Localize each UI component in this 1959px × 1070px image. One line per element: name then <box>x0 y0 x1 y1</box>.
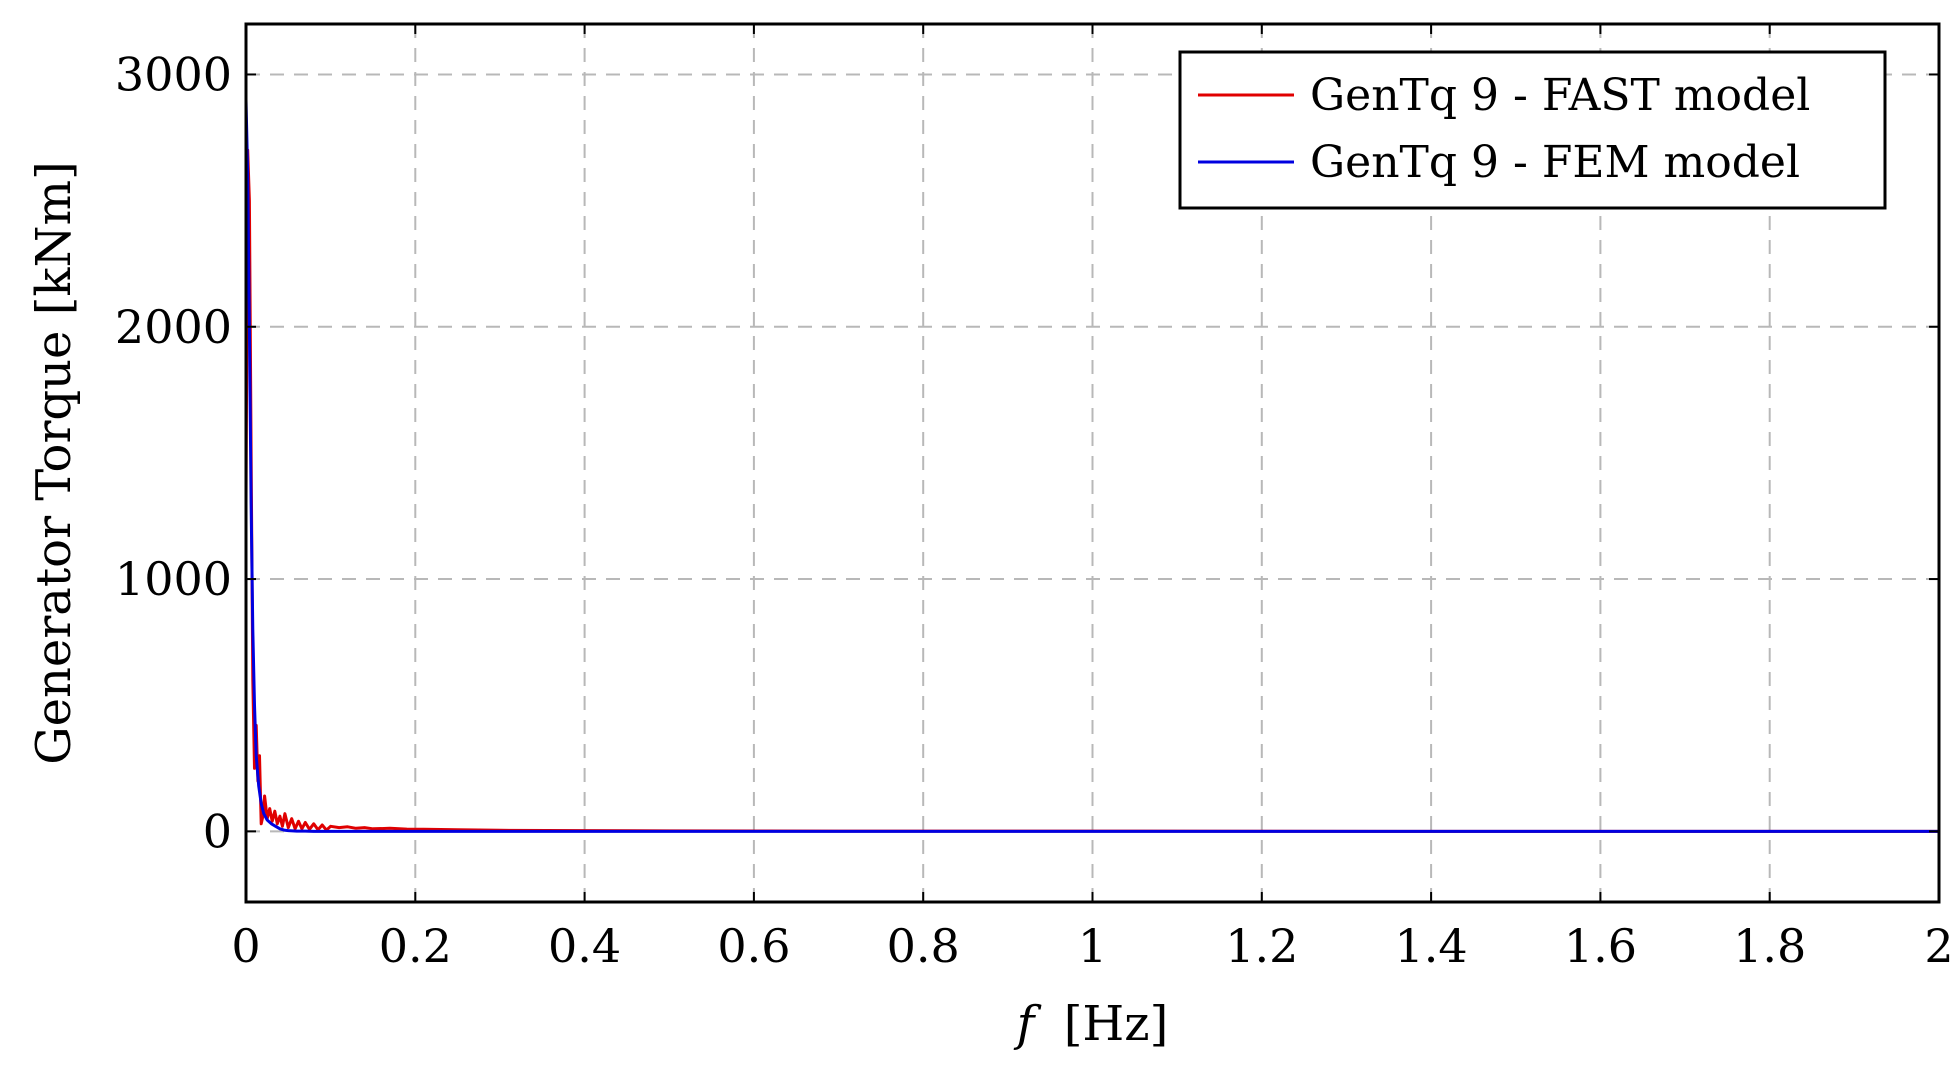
series-layer <box>244 99 1939 833</box>
x-tick-label: 1.2 <box>1225 919 1298 973</box>
series-line-fem <box>244 99 1939 833</box>
y-tick-label: 1000 <box>115 552 232 606</box>
x-axis-symbol: f <box>1014 996 1042 1052</box>
legend-box <box>1178 50 1887 210</box>
y-tick-label: 2000 <box>115 300 232 354</box>
series-line-fast <box>244 148 1939 833</box>
x-tick-label: 0.2 <box>379 919 452 973</box>
x-tick-label: 0.6 <box>717 919 790 973</box>
tick-layer: 0 0.2 0.4 0.6 0.8 1 1.2 1.4 1.6 1.8 2 0 1000 2000 3000 <box>115 24 1954 973</box>
x-tick-label: 2 <box>1924 919 1953 973</box>
y-axis-label: Generator Torque [kNm] <box>26 161 82 765</box>
y-tick-label: 3000 <box>115 47 232 101</box>
x-tick-label: 1.4 <box>1395 919 1468 973</box>
x-tick-label: 1 <box>1078 919 1107 973</box>
legend-label-fast: GenTq 9 - FAST model <box>1310 70 1810 121</box>
x-tick-label: 0.4 <box>548 919 621 973</box>
legend: GenTq 9 - FAST model GenTq 9 - FEM model <box>1178 50 1887 210</box>
x-tick-label: 0.8 <box>887 919 960 973</box>
x-axis-label: f [Hz] <box>1014 996 1169 1052</box>
x-tick-label: 1.8 <box>1733 919 1806 973</box>
x-tick-label: 1.6 <box>1564 919 1637 973</box>
x-axis-unit: [Hz] <box>1064 996 1169 1052</box>
legend-label-fem: GenTq 9 - FEM model <box>1310 137 1800 188</box>
y-tick-label: 0 <box>203 804 232 858</box>
x-tick-label: 0 <box>231 919 260 973</box>
